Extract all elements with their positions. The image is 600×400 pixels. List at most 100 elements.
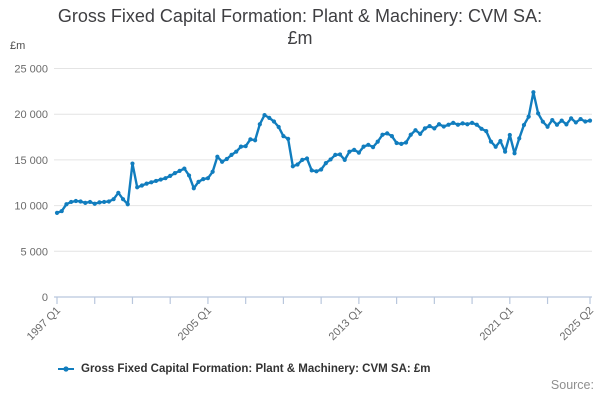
data-point <box>366 142 371 147</box>
data-point <box>144 181 149 186</box>
data-point <box>517 136 522 141</box>
data-point <box>182 166 187 171</box>
data-point <box>319 167 324 172</box>
data-point <box>512 151 517 156</box>
data-point <box>418 131 423 136</box>
data-point <box>92 201 97 206</box>
data-point <box>441 124 446 129</box>
data-point <box>484 129 489 134</box>
data-point <box>380 132 385 137</box>
data-point <box>370 145 376 150</box>
data-point <box>158 177 163 182</box>
data-point <box>356 150 361 155</box>
data-point <box>87 199 93 205</box>
data-point <box>149 180 154 185</box>
data-point <box>361 144 366 149</box>
data-point <box>177 168 182 173</box>
data-point <box>347 149 352 154</box>
data-point <box>399 141 404 147</box>
data-point <box>446 122 451 127</box>
data-point <box>196 179 201 184</box>
data-point <box>168 173 173 178</box>
data-point <box>583 119 588 124</box>
data-point <box>554 122 560 127</box>
data-point <box>479 126 484 131</box>
x-tick-label: 1997 Q1 <box>25 305 63 343</box>
data-point <box>224 156 229 162</box>
data-point <box>267 115 272 120</box>
data-point <box>59 208 64 214</box>
data-point <box>215 154 220 159</box>
data-point <box>333 152 338 157</box>
data-point <box>191 186 196 191</box>
y-tick-label: 25 000 <box>14 64 48 76</box>
data-point <box>526 114 531 119</box>
data-point <box>375 139 380 144</box>
data-point <box>550 117 555 123</box>
x-tick-label: 2025 Q2 <box>558 305 596 343</box>
data-point <box>111 197 116 202</box>
data-point <box>536 111 541 116</box>
chart-title: Gross Fixed Capital Formation: Plant & M… <box>0 5 600 49</box>
x-tick-label: 2005 Q1 <box>176 305 214 343</box>
data-point <box>587 118 593 123</box>
data-point <box>559 118 564 123</box>
data-point <box>130 161 135 166</box>
data-point <box>493 144 498 149</box>
data-point <box>243 144 248 149</box>
legend: Gross Fixed Capital Formation: Plant & M… <box>58 363 431 375</box>
data-point <box>436 122 442 127</box>
data-point <box>253 138 258 143</box>
data-point <box>186 173 192 178</box>
data-point <box>498 138 503 144</box>
data-point <box>78 199 83 204</box>
data-point <box>422 126 428 131</box>
data-point <box>309 168 314 173</box>
data-point <box>413 128 418 133</box>
data-point <box>507 132 512 138</box>
data-point <box>281 134 286 139</box>
data-point <box>210 169 215 174</box>
data-point <box>389 134 394 139</box>
data-point <box>342 157 347 162</box>
data-point <box>323 161 328 166</box>
data-point <box>153 178 159 184</box>
data-point <box>503 149 508 154</box>
y-tick-label: 10 000 <box>14 201 48 213</box>
data-point <box>432 126 437 131</box>
data-point <box>521 122 527 128</box>
data-point <box>276 124 281 130</box>
data-point <box>427 123 432 129</box>
data-point <box>271 119 277 124</box>
data-point <box>102 199 107 205</box>
y-axis-unit-label: £m <box>10 40 26 52</box>
data-point <box>460 121 465 126</box>
data-point <box>172 171 178 176</box>
data-point <box>540 119 545 124</box>
data-point <box>469 120 475 125</box>
data-point <box>385 131 390 136</box>
data-point <box>83 200 88 205</box>
data-point <box>201 176 206 182</box>
data-point <box>573 120 578 125</box>
data-point <box>64 202 69 207</box>
data-point <box>451 120 456 125</box>
data-point <box>564 122 569 127</box>
data-point <box>125 202 130 207</box>
data-point <box>248 137 253 142</box>
legend-line-marker-icon <box>58 366 74 372</box>
data-point <box>97 200 102 205</box>
data-line <box>55 91 592 215</box>
data-point <box>578 116 583 122</box>
line-chart-canvas: 0 5 000 10 000 15 000 20 000 25 000 1997 Q1 200… <box>14 64 596 343</box>
data-point <box>408 132 413 137</box>
data-point <box>73 198 78 204</box>
y-tick-label: 15 000 <box>14 155 48 167</box>
data-point <box>531 90 536 95</box>
data-point <box>229 152 234 157</box>
data-point <box>262 113 267 118</box>
data-point <box>352 147 357 152</box>
data-point <box>139 183 144 188</box>
data-point <box>300 157 305 162</box>
